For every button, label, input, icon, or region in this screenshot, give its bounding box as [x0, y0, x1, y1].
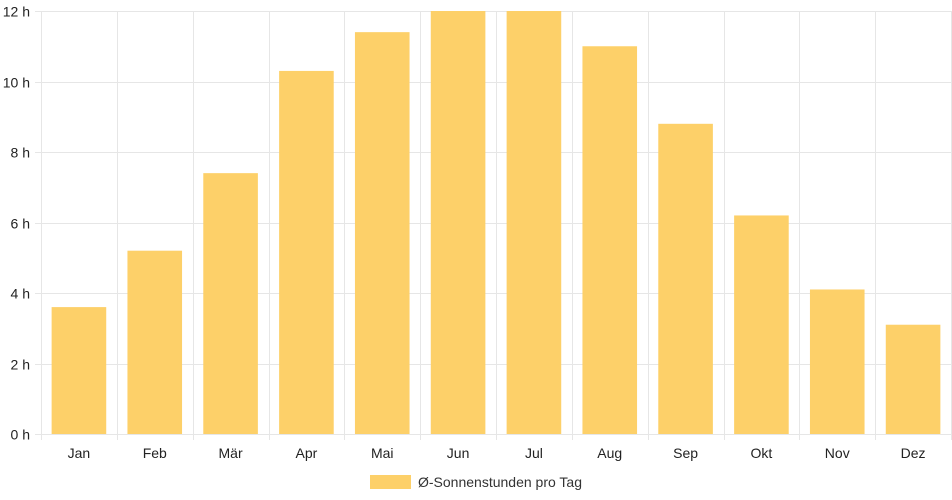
bar-sep[interactable] — [658, 123, 713, 435]
y-tick-label: 10 h — [3, 75, 30, 91]
bar-mär[interactable] — [203, 173, 258, 434]
bar-jun[interactable] — [430, 11, 486, 434]
x-tick-label: Apr — [296, 445, 318, 461]
x-tick-label: Nov — [825, 445, 850, 461]
x-tick-label: Aug — [597, 445, 622, 461]
x-tick-label: Mär — [219, 445, 243, 461]
bar-aug[interactable] — [582, 46, 638, 434]
x-tick-label: Okt — [751, 445, 773, 461]
x-tick-label: Jul — [525, 445, 543, 461]
bars-layer — [51, 11, 941, 435]
bar-dez[interactable] — [885, 324, 941, 434]
bar-nov[interactable] — [809, 289, 865, 434]
bar-feb[interactable] — [127, 250, 183, 434]
y-tick-label: 2 h — [11, 357, 30, 373]
bar-jan[interactable] — [51, 307, 107, 434]
legend-label: Ø-Sonnenstunden pro Tag — [418, 474, 582, 490]
x-tick-label: Dez — [901, 445, 926, 461]
y-tick-label: 8 h — [11, 145, 30, 161]
x-tick-label: Sep — [673, 445, 698, 461]
x-tick-label: Jan — [68, 445, 91, 461]
x-tick-label: Mai — [371, 445, 394, 461]
grid-layer — [35, 11, 952, 440]
axis-layer: 0 h 2 h 4 h 6 h 8 h 10 h 12 h Jan Feb Mär Apr Mai Ju… — [3, 4, 926, 462]
bar-apr[interactable] — [279, 70, 334, 435]
x-tick-label: Jun — [447, 445, 470, 461]
bar-okt[interactable] — [734, 215, 789, 434]
legend-swatch — [370, 475, 411, 489]
bar-mai[interactable] — [354, 32, 410, 435]
y-tick-label: 0 h — [11, 427, 30, 443]
y-tick-label: 12 h — [3, 4, 30, 20]
y-tick-label: 6 h — [11, 216, 30, 232]
bar-jul[interactable] — [506, 11, 562, 434]
y-tick-label: 4 h — [11, 286, 30, 302]
x-tick-label: Feb — [143, 445, 167, 461]
legend[interactable]: Ø-Sonnenstunden pro Tag — [370, 474, 582, 490]
